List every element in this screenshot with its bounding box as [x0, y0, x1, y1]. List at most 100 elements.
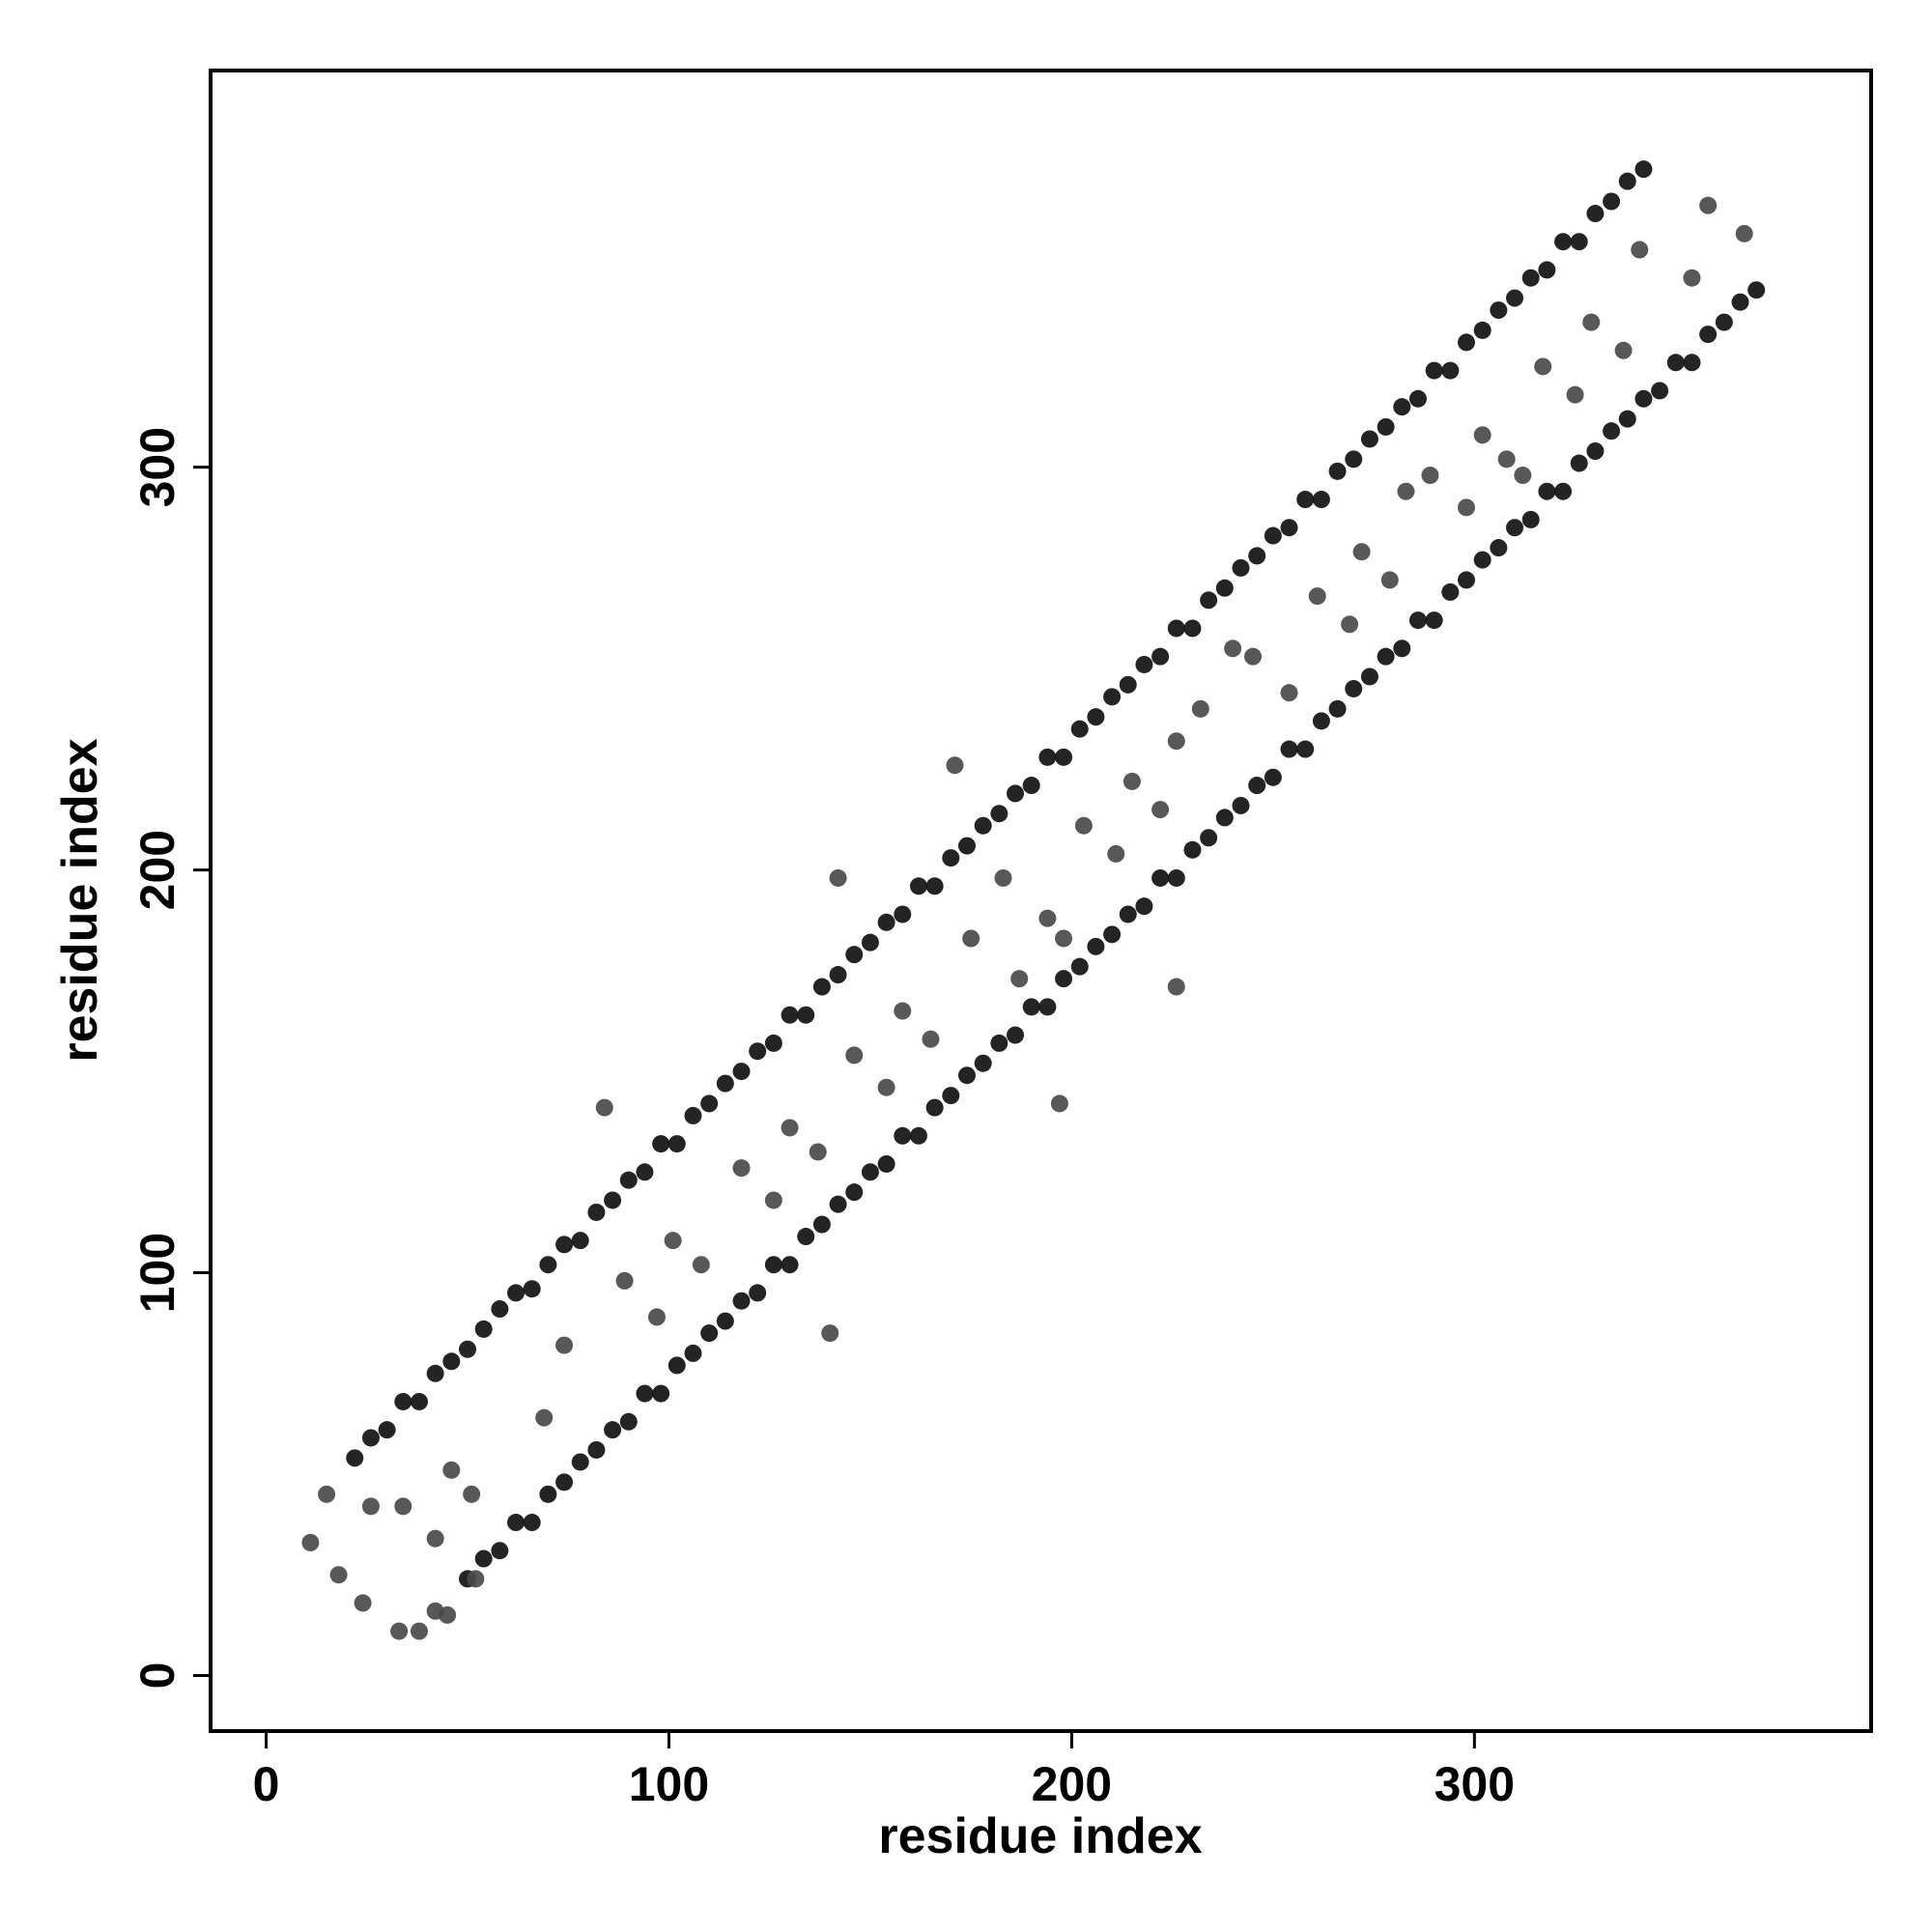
- point: [1232, 558, 1250, 577]
- y-tick-label: 100: [130, 1233, 185, 1313]
- point: [1586, 205, 1605, 223]
- point: [1055, 929, 1073, 948]
- point: [1699, 326, 1718, 344]
- point: [1007, 1026, 1025, 1044]
- point: [1360, 668, 1378, 686]
- point: [1167, 868, 1185, 887]
- point: [829, 966, 847, 984]
- point: [1618, 410, 1636, 428]
- point: [668, 1356, 686, 1375]
- point: [1296, 740, 1315, 758]
- point: [1393, 398, 1411, 416]
- point: [1167, 619, 1185, 638]
- point: [1087, 708, 1105, 726]
- point: [467, 1570, 485, 1588]
- point: [990, 1034, 1009, 1052]
- point: [1135, 655, 1153, 673]
- point: [1497, 450, 1516, 469]
- point: [1490, 539, 1508, 557]
- point: [615, 1271, 634, 1290]
- point: [1521, 510, 1540, 528]
- point: [1473, 551, 1492, 569]
- point: [1215, 579, 1234, 597]
- point: [595, 1098, 613, 1117]
- point: [1408, 389, 1427, 408]
- point: [764, 1191, 782, 1209]
- point: [1151, 801, 1170, 819]
- point: [426, 1364, 444, 1382]
- point: [1603, 422, 1621, 440]
- point: [463, 1485, 481, 1503]
- point: [716, 1312, 734, 1330]
- point: [700, 1324, 719, 1343]
- x-tick-label: 200: [1032, 1757, 1112, 1811]
- point: [909, 877, 927, 895]
- point: [1022, 998, 1040, 1016]
- point: [1570, 454, 1588, 472]
- point: [410, 1622, 428, 1640]
- point: [1651, 382, 1669, 400]
- point: [877, 1154, 895, 1173]
- point: [1735, 224, 1753, 242]
- point: [346, 1449, 364, 1467]
- point: [749, 1042, 767, 1061]
- x-tick-label: 0: [253, 1757, 280, 1811]
- point: [716, 1074, 734, 1093]
- point: [1151, 647, 1170, 666]
- y-tick-label: 0: [130, 1662, 185, 1690]
- point: [942, 849, 960, 867]
- plot-points: [301, 160, 1766, 1640]
- point: [894, 905, 912, 923]
- point: [604, 1191, 622, 1209]
- point: [812, 1215, 831, 1234]
- point: [1514, 467, 1532, 485]
- point: [1191, 699, 1209, 718]
- point: [1473, 426, 1492, 444]
- point: [845, 946, 864, 964]
- point: [1296, 491, 1315, 509]
- point: [1167, 732, 1185, 751]
- point: [922, 1030, 940, 1048]
- point: [1070, 720, 1089, 738]
- point: [781, 1256, 799, 1274]
- point: [1119, 905, 1137, 923]
- point: [1038, 998, 1057, 1016]
- point: [1151, 868, 1170, 887]
- point: [1582, 313, 1601, 331]
- point: [1345, 679, 1363, 697]
- point: [410, 1392, 428, 1410]
- point: [1070, 957, 1089, 976]
- point: [1167, 978, 1185, 996]
- point: [942, 1087, 960, 1105]
- point: [1055, 970, 1073, 988]
- point: [1618, 172, 1636, 190]
- point: [1107, 844, 1125, 863]
- point: [555, 1336, 574, 1354]
- point: [861, 933, 879, 952]
- point: [664, 1232, 682, 1250]
- point: [684, 1106, 702, 1124]
- point: [974, 1054, 992, 1072]
- point: [555, 1473, 574, 1492]
- point: [491, 1542, 509, 1560]
- point: [587, 1440, 606, 1459]
- x-axis-title: residue index: [878, 1808, 1202, 1864]
- point: [1441, 582, 1460, 601]
- point: [652, 1135, 670, 1153]
- point: [1119, 675, 1137, 694]
- y-axis-title: residue index: [52, 738, 108, 1062]
- point: [990, 805, 1009, 823]
- point: [1280, 684, 1298, 702]
- point: [1731, 293, 1749, 311]
- point: [301, 1533, 320, 1551]
- point: [1554, 233, 1573, 251]
- point: [1007, 784, 1025, 803]
- point: [604, 1421, 622, 1439]
- point: [1631, 241, 1649, 259]
- point: [861, 1163, 879, 1181]
- point: [394, 1392, 412, 1410]
- point: [1393, 639, 1411, 658]
- point: [378, 1421, 396, 1439]
- point: [1308, 587, 1326, 606]
- point: [877, 913, 895, 931]
